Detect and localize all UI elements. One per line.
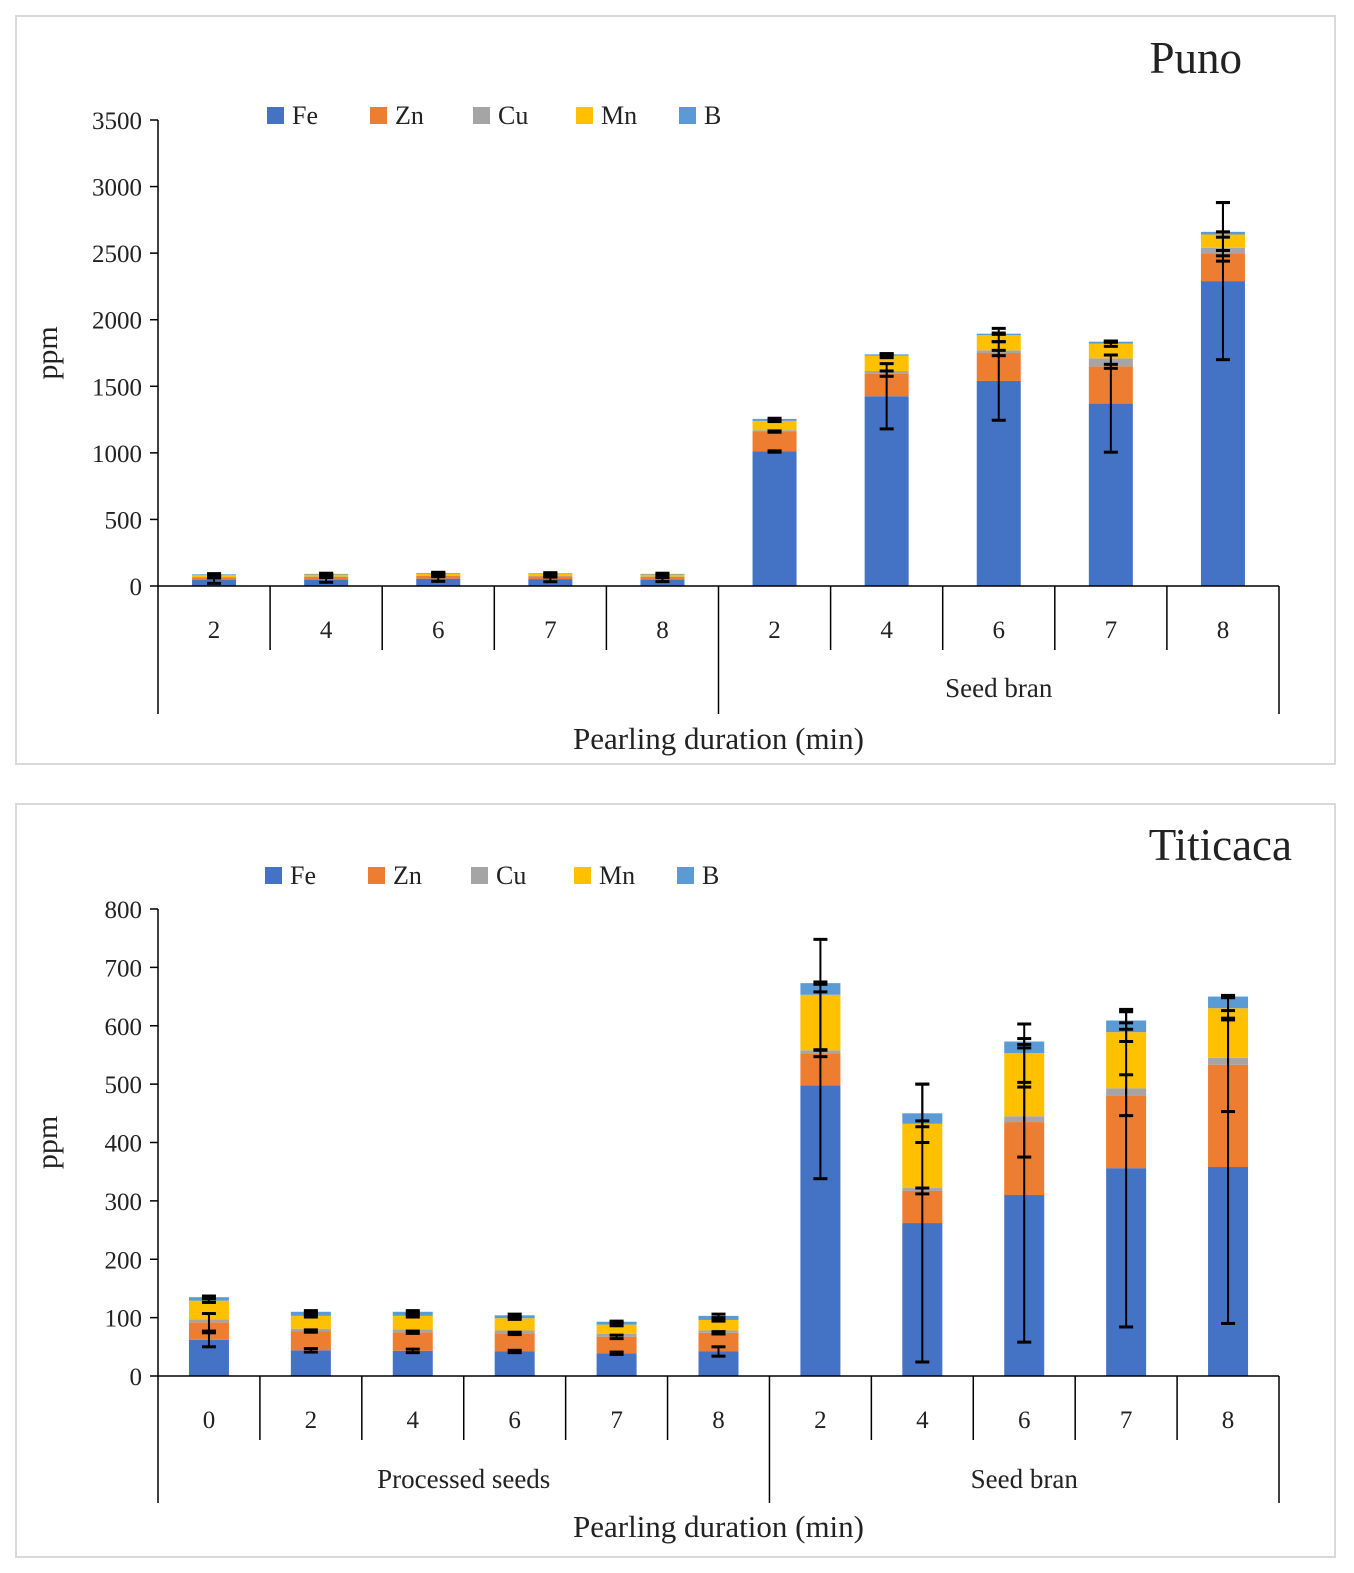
x-axis-label: Pearling duration (min) <box>573 721 864 756</box>
legend-label-cu: Cu <box>496 861 526 890</box>
y-tick-label: 800 <box>105 897 143 924</box>
bar-mn-3 <box>494 1318 535 1331</box>
bar-mn-2 <box>392 1315 433 1330</box>
y-tick-label: 3000 <box>92 175 142 202</box>
legend-label-mn: Mn <box>601 101 637 130</box>
chart-title: Titicaca <box>1149 820 1292 870</box>
x-tick-label: 6 <box>1018 1407 1031 1434</box>
legend-label-fe: Fe <box>290 861 316 890</box>
y-tick-label: 600 <box>105 1014 143 1041</box>
titicaca-chart: Titicaca Fe Zn Cu Mn B 0 100 200 300 400 500 600 700 8… <box>31 820 1292 1544</box>
x-tick-label: 4 <box>407 1407 420 1434</box>
x-tick-label: 2 <box>208 617 221 644</box>
x-tick-label: 8 <box>1217 617 1230 644</box>
legend-swatch-fe <box>267 107 284 124</box>
bar-fe-5 <box>752 451 797 586</box>
y-tick-label: 2000 <box>92 308 142 335</box>
legend-swatch-b <box>679 107 696 124</box>
y-tick-label: 500 <box>105 1072 143 1099</box>
x-tick-label: 7 <box>544 617 557 644</box>
bar-mn-8 <box>1088 343 1133 359</box>
bar-fe-3 <box>494 1351 535 1376</box>
y-tick-label: 1000 <box>92 441 142 468</box>
legend-swatch-fe <box>265 867 282 884</box>
legend-swatch-zn <box>368 867 385 884</box>
y-tick-label: 500 <box>105 507 143 534</box>
puno-chart: Puno Fe Zn Cu Mn B 0 500 1000 1500 2000 2500 3000 350… <box>31 33 1280 756</box>
y-tick-label: 700 <box>105 955 143 982</box>
x-tick-label: 8 <box>712 1407 725 1434</box>
legend-label-fe: Fe <box>292 101 318 130</box>
legend-swatch-mn <box>576 107 593 124</box>
x-tick-label: 7 <box>1105 617 1118 644</box>
x-tick-label: 8 <box>656 617 669 644</box>
x-tick-label: 4 <box>916 1407 929 1434</box>
legend-label-zn: Zn <box>395 101 424 130</box>
legend-swatch-cu <box>471 867 488 884</box>
legend-swatch-b <box>677 867 694 884</box>
bar-fe-1 <box>290 1350 331 1376</box>
bar-zn-5 <box>698 1332 739 1352</box>
x-tick-label: 7 <box>1120 1407 1133 1434</box>
y-tick-label: 2500 <box>92 241 142 268</box>
y-tick-label: 0 <box>130 1364 143 1391</box>
x-tick-label: 2 <box>814 1407 827 1434</box>
x-tick-label: 6 <box>432 617 445 644</box>
bar-zn-3 <box>494 1333 535 1352</box>
x-tick-label: 0 <box>203 1407 216 1434</box>
bar-mn-4 <box>596 1324 637 1334</box>
group-label: Seed bran <box>971 1464 1079 1494</box>
y-tick-label: 1500 <box>92 374 142 401</box>
y-axis-label: ppm <box>31 1116 64 1169</box>
bar-zn-1 <box>290 1331 331 1351</box>
legend-label-cu: Cu <box>498 101 528 130</box>
bar-mn-5 <box>698 1319 739 1331</box>
bar-zn-5 <box>752 431 797 452</box>
x-tick-label: 8 <box>1222 1407 1235 1434</box>
legend-label-zn: Zn <box>393 861 422 890</box>
bar-fe-2 <box>392 1350 433 1376</box>
legend-swatch-cu <box>473 107 490 124</box>
legend-swatch-mn <box>574 867 591 884</box>
x-axis-label: Pearling duration (min) <box>573 1509 864 1544</box>
titicaca-chart-panel: Titicaca Fe Zn Cu Mn B 0 100 200 300 400 500 600 700 8… <box>15 803 1336 1558</box>
chart-title: Puno <box>1149 33 1242 83</box>
y-tick-label: 100 <box>105 1306 143 1333</box>
x-tick-label: 4 <box>320 617 333 644</box>
bar-mn-0 <box>188 1300 229 1320</box>
legend-label-mn: Mn <box>599 861 635 890</box>
bar-mn-5 <box>752 420 797 431</box>
x-tick-label: 4 <box>880 617 893 644</box>
legend-label-b: B <box>702 861 719 890</box>
bar-fe-4 <box>596 1353 637 1376</box>
x-tick-label: 7 <box>610 1407 623 1434</box>
legend-label-b: B <box>704 101 721 130</box>
y-tick-label: 200 <box>105 1247 143 1274</box>
bar-zn-4 <box>596 1336 637 1354</box>
y-axis-label: ppm <box>31 326 64 379</box>
y-tick-label: 0 <box>130 574 143 601</box>
y-tick-label: 3500 <box>92 108 142 135</box>
group-label: Processed seeds <box>377 1464 550 1494</box>
bar-zn-2 <box>392 1332 433 1351</box>
x-tick-label: 2 <box>305 1407 318 1434</box>
x-tick-label: 6 <box>993 617 1006 644</box>
group-label: Seed bran <box>945 673 1053 703</box>
bar-mn-1 <box>290 1315 331 1329</box>
y-tick-label: 300 <box>105 1189 143 1216</box>
x-tick-label: 6 <box>508 1407 521 1434</box>
x-tick-label: 2 <box>768 617 781 644</box>
y-tick-label: 400 <box>105 1131 143 1158</box>
legend-swatch-zn <box>370 107 387 124</box>
puno-chart-panel: Puno Fe Zn Cu Mn B 0 500 1000 1500 2000 2500 3000 350… <box>15 15 1336 765</box>
